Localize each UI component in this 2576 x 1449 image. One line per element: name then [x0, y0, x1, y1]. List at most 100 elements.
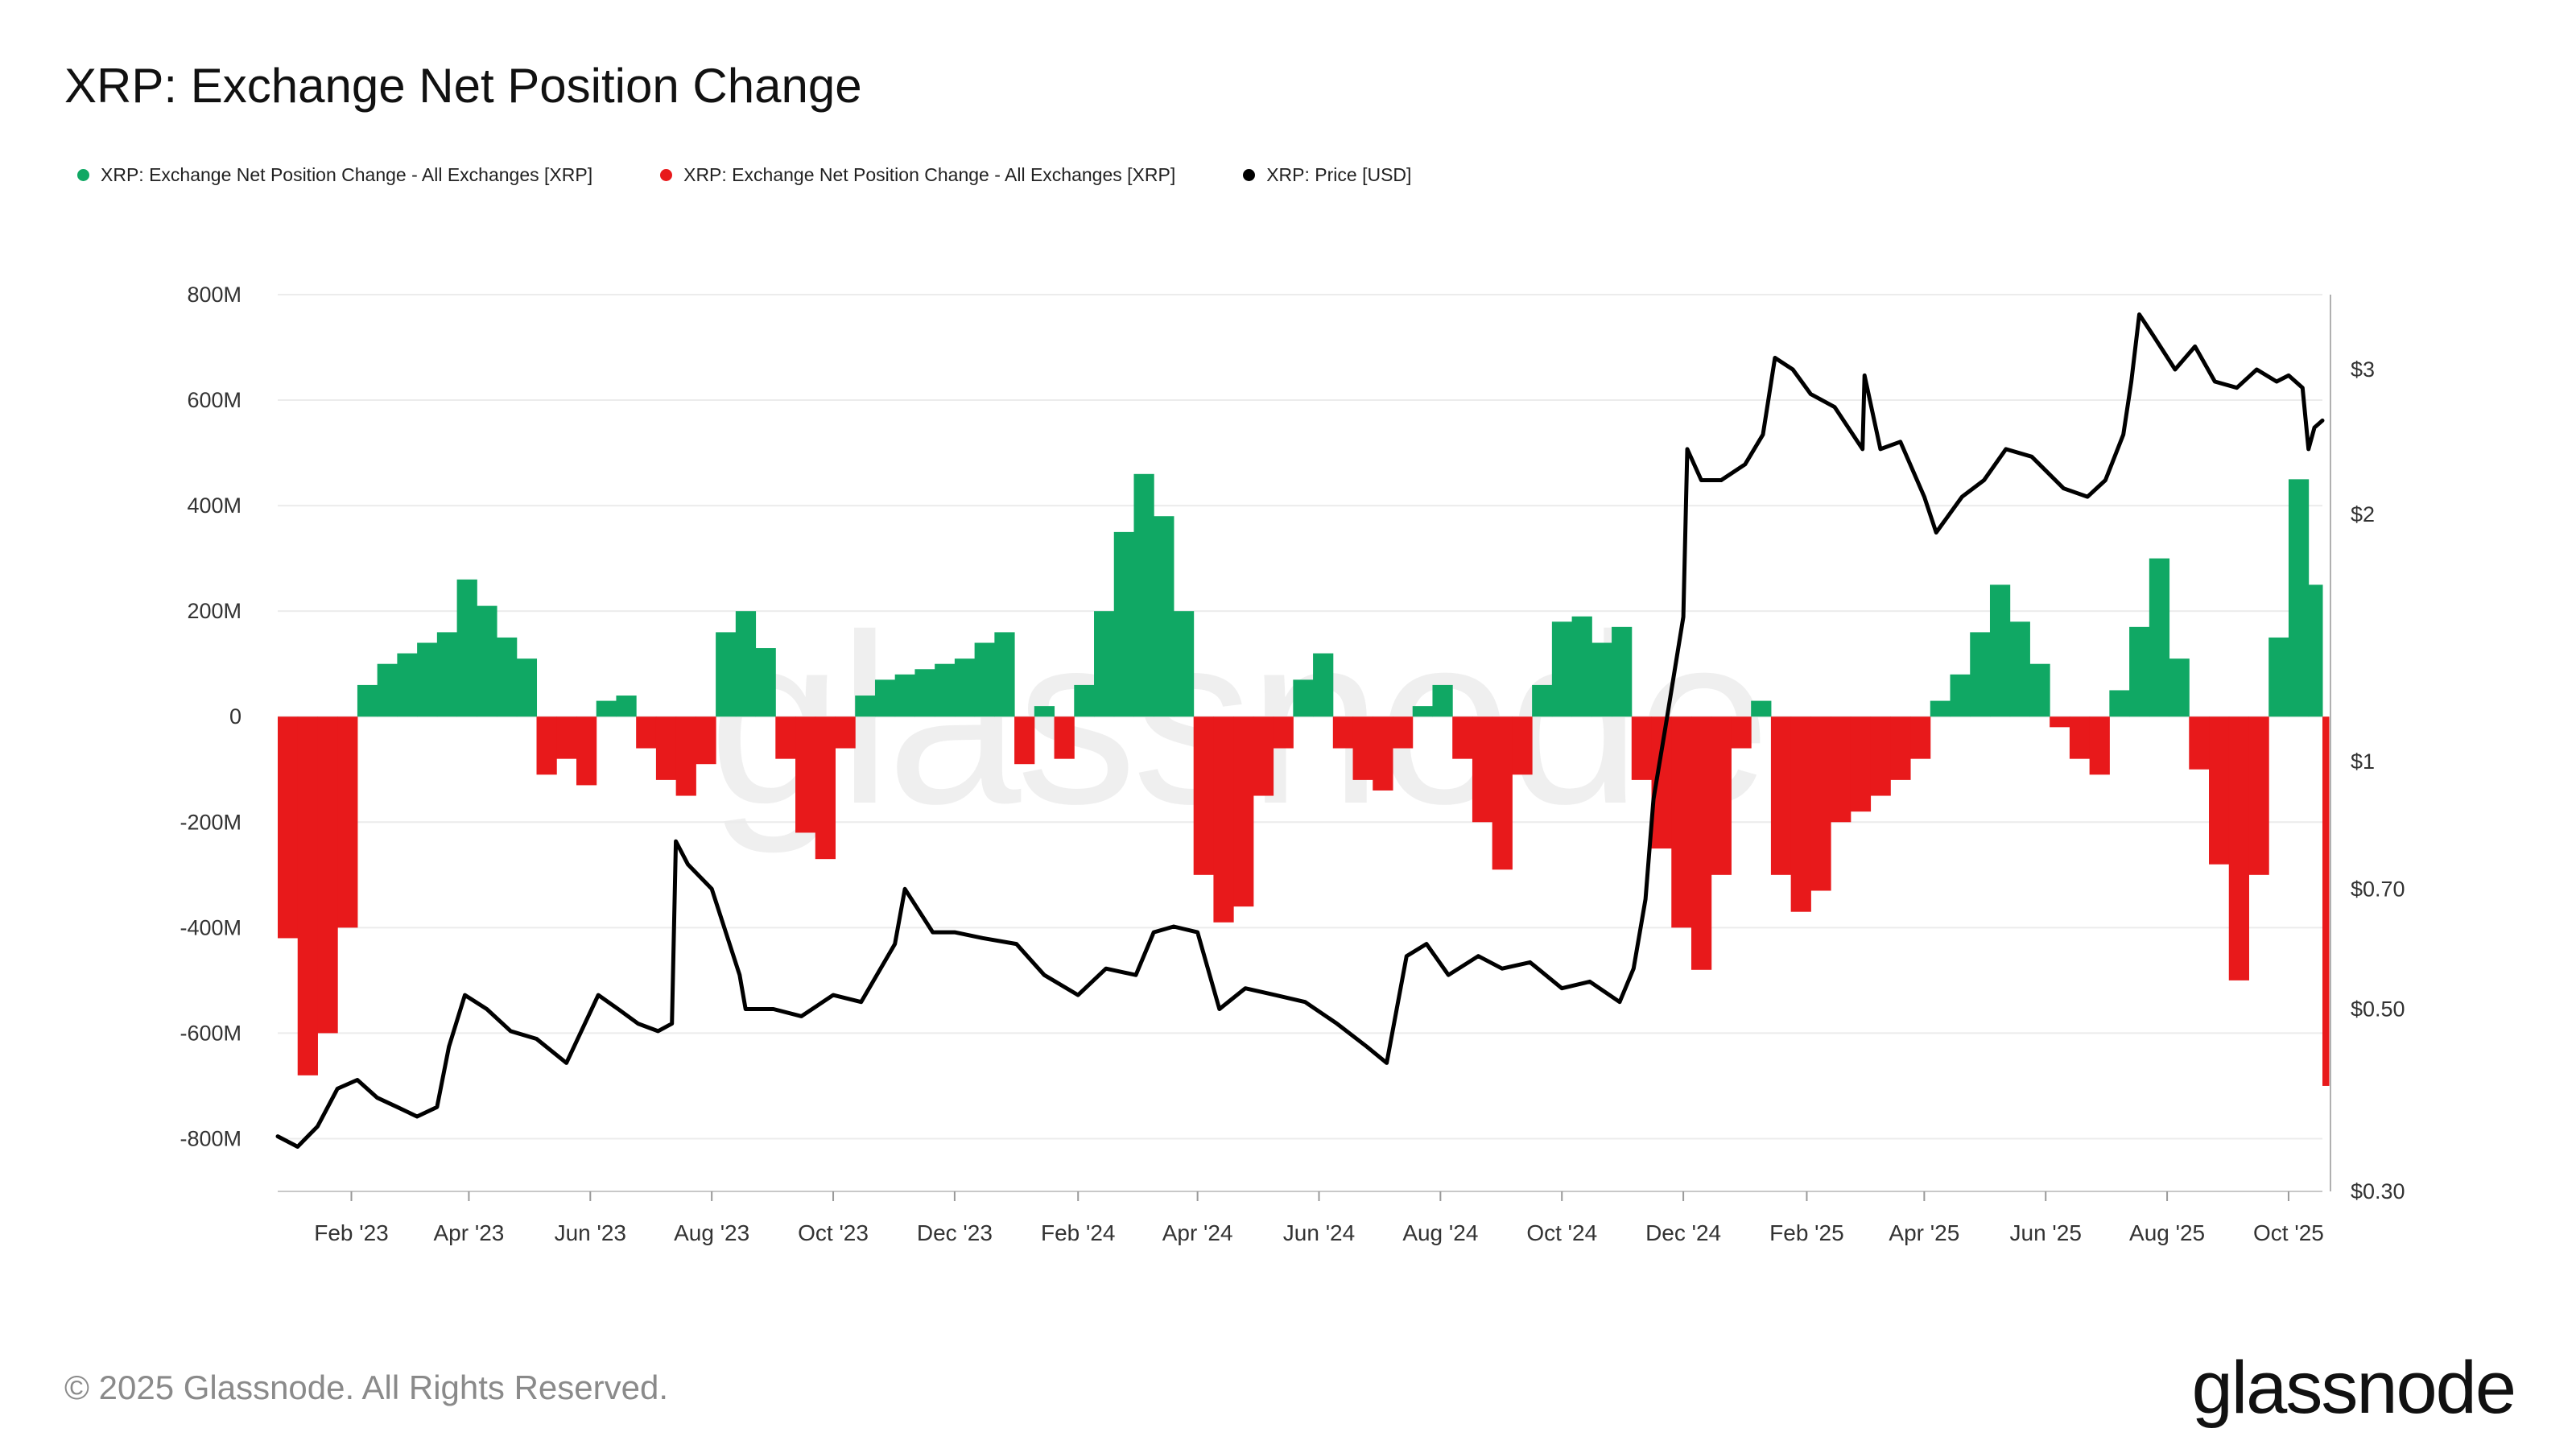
inflow-bar	[2009, 621, 2030, 717]
outflow-bar	[1810, 716, 1831, 891]
outflow-bar	[1890, 716, 1911, 780]
outflow-bar	[1233, 716, 1254, 907]
outflow-bar	[1014, 716, 1035, 765]
x-tick-label: Jun '24	[1283, 1220, 1355, 1245]
legend: XRP: Exchange Net Position Change - All …	[77, 164, 1411, 186]
legend-green-dot-icon	[77, 169, 89, 181]
inflow-bar	[456, 579, 477, 717]
inflow-bar	[477, 605, 497, 717]
x-tick-label: Feb '23	[314, 1220, 389, 1245]
inflow-bar	[2169, 658, 2190, 717]
x-tick-label: Feb '24	[1041, 1220, 1116, 1245]
x-tick-label: Apr '23	[434, 1220, 505, 1245]
left-tick-label: 600M	[187, 388, 242, 412]
inflow-bar	[1293, 679, 1314, 717]
glassnode-logo[interactable]: glassnode	[2191, 1347, 2516, 1429]
inflow-bar	[914, 669, 935, 717]
outflow-bar	[2322, 716, 2330, 1086]
x-tick-label: Jun '25	[2010, 1220, 2082, 1245]
x-tick-label: Oct '25	[2253, 1220, 2324, 1245]
outflow-bar	[815, 716, 836, 860]
outflow-bar	[655, 716, 677, 780]
outflow-bar	[337, 716, 358, 928]
inflow-bar	[596, 700, 617, 717]
outflow-bar	[1711, 716, 1732, 875]
outflow-bar	[576, 716, 597, 786]
left-tick-label: 0	[229, 704, 242, 729]
inflow-bar	[1970, 632, 1991, 717]
x-tick-label: Jun '23	[555, 1220, 626, 1245]
outflow-bar	[317, 716, 338, 1034]
outflow-bar	[2189, 716, 2210, 770]
inflow-bar	[974, 642, 995, 717]
left-tick-label: -400M	[180, 915, 242, 939]
inflow-bar	[357, 684, 378, 717]
inflow-bar	[1612, 626, 1633, 717]
outflow-bar	[1332, 716, 1354, 749]
outflow-bar	[2050, 716, 2070, 728]
x-tick-label: Feb '25	[1769, 1220, 1844, 1245]
outflow-bar	[1213, 716, 1234, 923]
inflow-bar	[497, 637, 518, 717]
legend-label-inflow: XRP: Exchange Net Position Change - All …	[101, 164, 593, 185]
right-tick-label: $2	[2351, 502, 2375, 526]
inflow-bar	[616, 696, 637, 717]
outflow-bar	[1193, 716, 1214, 875]
price-line-group	[275, 312, 2325, 1149]
outflow-bar	[1910, 716, 1931, 759]
inflow-bar	[1930, 700, 1951, 717]
legend-red-dot-icon	[660, 169, 673, 181]
inflow-bar	[417, 642, 438, 717]
inflow-bar	[1571, 616, 1592, 717]
right-tick-label: $1	[2351, 749, 2375, 774]
outflow-bar	[775, 716, 796, 759]
inflow-bar	[1313, 653, 1334, 717]
outflow-bar	[278, 716, 299, 939]
inflow-bar	[1094, 611, 1115, 717]
legend-item-outflow[interactable]: XRP: Exchange Net Position Change - All …	[660, 164, 1175, 186]
inflow-bar	[874, 679, 896, 717]
outflow-bar	[1054, 716, 1075, 759]
outflow-bar	[2248, 716, 2269, 875]
outflow-bar	[636, 716, 657, 749]
left-tick-label: -600M	[180, 1021, 242, 1045]
outflow-bar	[1492, 716, 1513, 870]
outflow-bar	[2069, 716, 2091, 759]
inflow-bar	[2149, 558, 2170, 717]
outflow-bar	[1690, 716, 1712, 970]
legend-item-price[interactable]: XRP: Price [USD]	[1243, 164, 1411, 186]
axes: 800M 600M 400M 200M 0 -200M -400M -600M -800M Feb…	[180, 283, 2405, 1245]
inflow-bar	[2308, 584, 2323, 717]
inflow-bar	[1950, 674, 1971, 717]
outflow-bar	[1472, 716, 1493, 823]
inflow-bar	[1591, 642, 1612, 717]
x-tick-label: Dec '23	[917, 1220, 993, 1245]
inflow-bar	[436, 632, 458, 717]
left-tick-label: -800M	[180, 1126, 242, 1150]
legend-label-outflow: XRP: Exchange Net Position Change - All …	[683, 164, 1176, 185]
x-tick-label: Aug '23	[674, 1220, 749, 1245]
outflow-bar	[1352, 716, 1373, 780]
outflow-bar	[1512, 716, 1533, 775]
x-tick-label: Oct '23	[798, 1220, 869, 1245]
left-tick-label: 200M	[187, 599, 242, 623]
right-tick-label: $0.30	[2351, 1179, 2405, 1203]
outflow-bar	[1253, 716, 1274, 796]
outflow-bar	[2089, 716, 2110, 775]
chart-title: XRP: Exchange Net Position Change	[64, 59, 862, 113]
inflow-bar	[516, 658, 538, 717]
copyright-text: © 2025 Glassnode. All Rights Reserved.	[64, 1368, 669, 1406]
inflow-bar	[755, 648, 776, 717]
price-line	[275, 312, 2325, 1149]
outflow-bar	[1790, 716, 1811, 912]
inflow-bar	[1989, 584, 2011, 717]
outflow-bar	[1870, 716, 1891, 796]
inflow-bar	[1133, 473, 1154, 717]
x-tick-label: Dec '24	[1645, 1220, 1721, 1245]
legend-item-inflow[interactable]: XRP: Exchange Net Position Change - All …	[77, 164, 592, 186]
outflow-bar	[297, 716, 318, 1075]
x-tick-label: Apr '24	[1162, 1220, 1233, 1245]
left-tick-label: -200M	[180, 810, 242, 834]
outflow-bar	[1631, 716, 1653, 780]
